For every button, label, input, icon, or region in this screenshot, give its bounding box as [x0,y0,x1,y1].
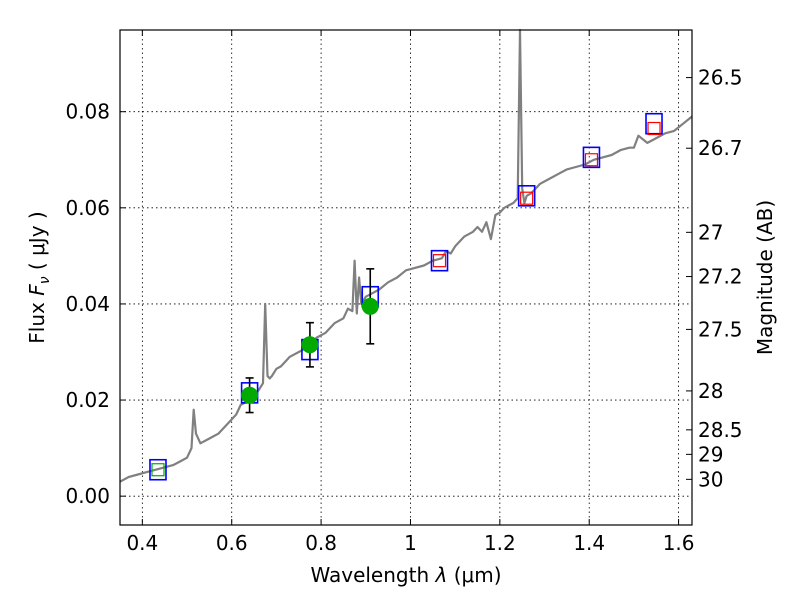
green-point-marker [301,336,319,354]
grid [120,30,692,525]
y2-tick-label: 30 [698,467,723,491]
x-tick-label: 0.8 [305,531,337,555]
y-axis-label: Flux Fν ( μJy ) [25,211,53,343]
red-square-marker [647,121,661,136]
blue-square-marker [582,146,601,169]
y2-tick-label: 26.5 [698,66,743,90]
y2-tick-label: 26.7 [698,136,743,160]
data-layer [119,28,693,483]
y2-tick-label: 27.5 [698,317,743,341]
y-tick-label: 0.02 [65,388,110,412]
x-tick-label: 1 [404,531,417,555]
blue-square-marker [517,185,536,207]
y-tick-label: 0.04 [65,292,110,316]
y2-tick-label: 29 [698,442,723,466]
axes: 0.4 0.6 0.8 1 1.2 1.4 1.6 0.00 0.02 0.04 0.06 0.08 2… [65,30,743,555]
green-point-marker [361,297,379,315]
green-point-marker [241,386,259,404]
green-square-marker [151,463,165,477]
red-square-marker [584,153,599,167]
y2-tick-label: 28 [698,379,723,403]
x-axis-label: Wavelength λ (μm) [310,563,501,587]
red-square-marker [520,191,534,205]
blue-square-marker [149,458,167,481]
y2-axis-label: Magnitude (AB) [753,200,777,355]
y2-tick-label: 27 [698,220,723,244]
blue-square-marker [430,249,449,272]
x-tick-label: 0.6 [216,531,248,555]
blue-square-marker [645,112,663,135]
y-tick-label: 0.06 [65,196,110,220]
x-tick-label: 1.2 [484,531,516,555]
x-tick-label: 0.4 [126,531,158,555]
plot-frame [119,29,693,526]
y-tick-label: 0.08 [65,100,110,124]
y-tick-label: 0.00 [65,484,110,508]
y2-tick-label: 28.5 [698,418,743,442]
x-tick-label: 1.6 [663,531,695,555]
x-tick-label: 1.4 [573,531,605,555]
red-square-marker [432,254,447,268]
y2-tick-label: 27.2 [698,265,743,289]
spectrum-line [119,28,693,483]
